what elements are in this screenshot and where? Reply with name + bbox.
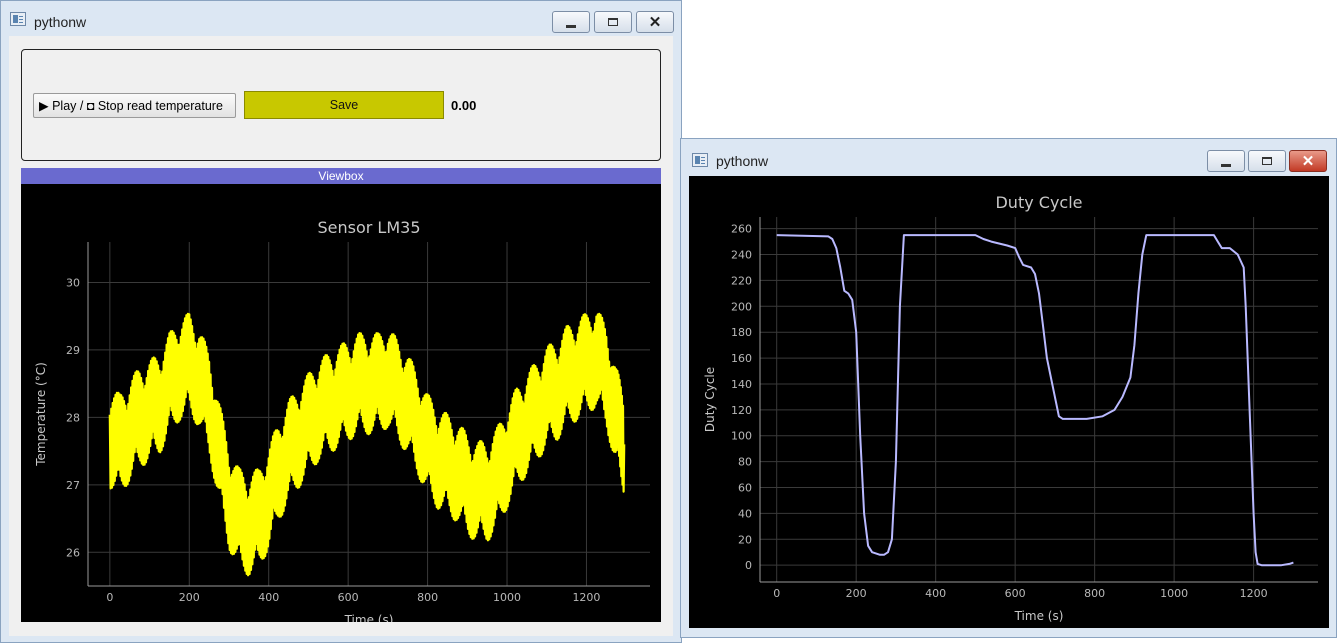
left-window-title: pythonw bbox=[34, 14, 87, 30]
right-window-title: pythonw bbox=[716, 153, 769, 169]
y-tick-label: 160 bbox=[731, 352, 752, 365]
close-icon: ✕ bbox=[648, 13, 662, 31]
y-tick-label: 180 bbox=[731, 326, 752, 339]
y-tick-label: 120 bbox=[731, 404, 752, 417]
y-tick-label: 40 bbox=[738, 507, 752, 520]
y-tick-label: 200 bbox=[731, 300, 752, 313]
maximize-button[interactable] bbox=[1248, 150, 1286, 172]
x-tick-label: 200 bbox=[846, 587, 867, 600]
y-tick-label: 29 bbox=[66, 344, 80, 357]
value-display: 0.00 bbox=[451, 98, 477, 113]
x-tick-label: 600 bbox=[338, 591, 359, 604]
x-tick-label: 0 bbox=[773, 587, 780, 600]
x-tick-label: 200 bbox=[179, 591, 200, 604]
data-series-line bbox=[108, 312, 626, 577]
y-tick-label: 140 bbox=[731, 378, 752, 391]
y-tick-label: 26 bbox=[66, 546, 80, 559]
close-button[interactable]: ✕ bbox=[1289, 150, 1327, 172]
maximize-button[interactable] bbox=[594, 11, 632, 33]
y-axis-label: Duty Cycle bbox=[703, 367, 717, 432]
app-icon bbox=[10, 12, 26, 26]
data-series-line bbox=[776, 234, 1294, 567]
y-tick-label: 100 bbox=[731, 430, 752, 443]
y-tick-label: 20 bbox=[738, 533, 752, 546]
left-window: pythonw ✕ ▶ Play / ◘ Stop read temperatu… bbox=[0, 0, 682, 643]
play-stop-button[interactable]: ▶ Play / ◘ Stop read temperature bbox=[33, 93, 236, 118]
left-window-client: ▶ Play / ◘ Stop read temperature Save 0.… bbox=[9, 36, 673, 636]
chart-title: Sensor LM35 bbox=[317, 218, 420, 237]
y-tick-label: 260 bbox=[731, 223, 752, 236]
x-tick-label: 1200 bbox=[1240, 587, 1268, 600]
minimize-icon bbox=[1221, 163, 1231, 167]
duty-cycle-plot-area[interactable]: 0 200 400 600 800 1000 1200 0 20 40 60 80 100 120 140 1… bbox=[689, 176, 1329, 628]
x-tick-label: 600 bbox=[1005, 587, 1026, 600]
y-tick-label: 220 bbox=[731, 274, 752, 287]
x-axis-label: Time (s) bbox=[1014, 609, 1064, 623]
right-window: pythonw ✕ 0 200 400 600 800 1000 1200 0 20 40 60 80… bbox=[680, 138, 1337, 638]
app-icon bbox=[692, 153, 708, 167]
close-icon: ✕ bbox=[1301, 152, 1315, 170]
minimize-button[interactable] bbox=[552, 11, 590, 33]
close-button[interactable]: ✕ bbox=[636, 11, 674, 33]
x-axis-label: Time (s) bbox=[344, 613, 394, 622]
controls-groupbox bbox=[21, 49, 661, 161]
maximize-icon bbox=[608, 18, 618, 26]
x-tick-label: 800 bbox=[1084, 587, 1105, 600]
temperature-chart: 0 200 400 600 800 1000 1200 26 27 28 29 30 Sensor LM… bbox=[34, 218, 650, 627]
y-tick-label: 80 bbox=[738, 456, 752, 469]
duty-cycle-chart: 0 200 400 600 800 1000 1200 0 20 40 60 80 100 120 140 1… bbox=[703, 193, 1318, 623]
y-tick-label: 60 bbox=[738, 482, 752, 495]
minimize-button[interactable] bbox=[1207, 150, 1245, 172]
viewbox-header: Viewbox bbox=[21, 168, 661, 184]
y-axis-label: Temperature (°C) bbox=[34, 362, 48, 467]
x-tick-label: 1200 bbox=[572, 591, 600, 604]
right-window-titlebar[interactable]: pythonw ✕ bbox=[681, 139, 1336, 173]
x-tick-label: 400 bbox=[258, 591, 279, 604]
save-button[interactable]: Save bbox=[244, 91, 444, 119]
temperature-plot-area[interactable]: 0 200 400 600 800 1000 1200 26 27 28 29 30 Sensor LM… bbox=[21, 184, 661, 627]
x-tick-label: 400 bbox=[925, 587, 946, 600]
maximize-icon bbox=[1262, 157, 1272, 165]
left-window-titlebar[interactable]: pythonw ✕ bbox=[1, 1, 681, 35]
minimize-icon bbox=[566, 24, 576, 28]
x-tick-label: 800 bbox=[417, 591, 438, 604]
x-tick-label: 1000 bbox=[1160, 587, 1188, 600]
y-tick-label: 240 bbox=[731, 249, 752, 262]
y-tick-label: 0 bbox=[745, 559, 752, 572]
y-tick-label: 30 bbox=[66, 276, 80, 289]
x-tick-label: 1000 bbox=[493, 591, 521, 604]
x-tick-label: 0 bbox=[106, 591, 113, 604]
chart-title: Duty Cycle bbox=[995, 193, 1082, 212]
y-tick-label: 28 bbox=[66, 411, 80, 424]
y-tick-label: 27 bbox=[66, 479, 80, 492]
